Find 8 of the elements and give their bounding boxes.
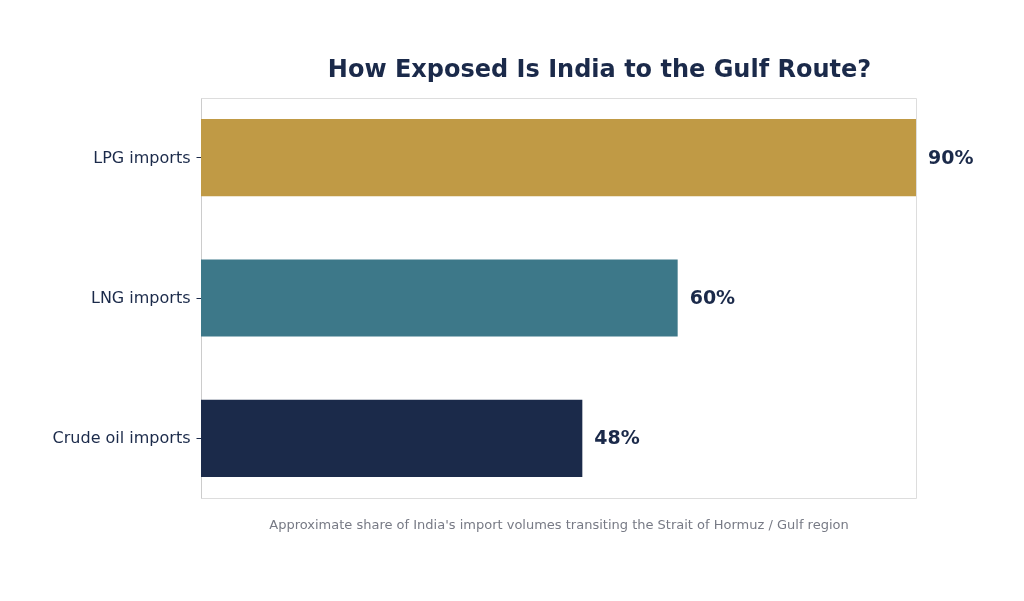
data-label: 90% — [928, 145, 974, 168]
y-tick-label: LPG imports — [93, 147, 191, 167]
x-axis-title: Approximate share of India's import volumes transiting the Strait of Hormuz / Gulf region — [269, 516, 849, 532]
chart-title: How Exposed Is India to the Gulf Route? — [327, 55, 872, 83]
data-label: 60% — [689, 286, 736, 308]
y-tick-label: Crude oil imports — [52, 428, 191, 448]
y-tick-label: LNG imports — [90, 288, 191, 307]
data-label: 48% — [594, 426, 640, 449]
